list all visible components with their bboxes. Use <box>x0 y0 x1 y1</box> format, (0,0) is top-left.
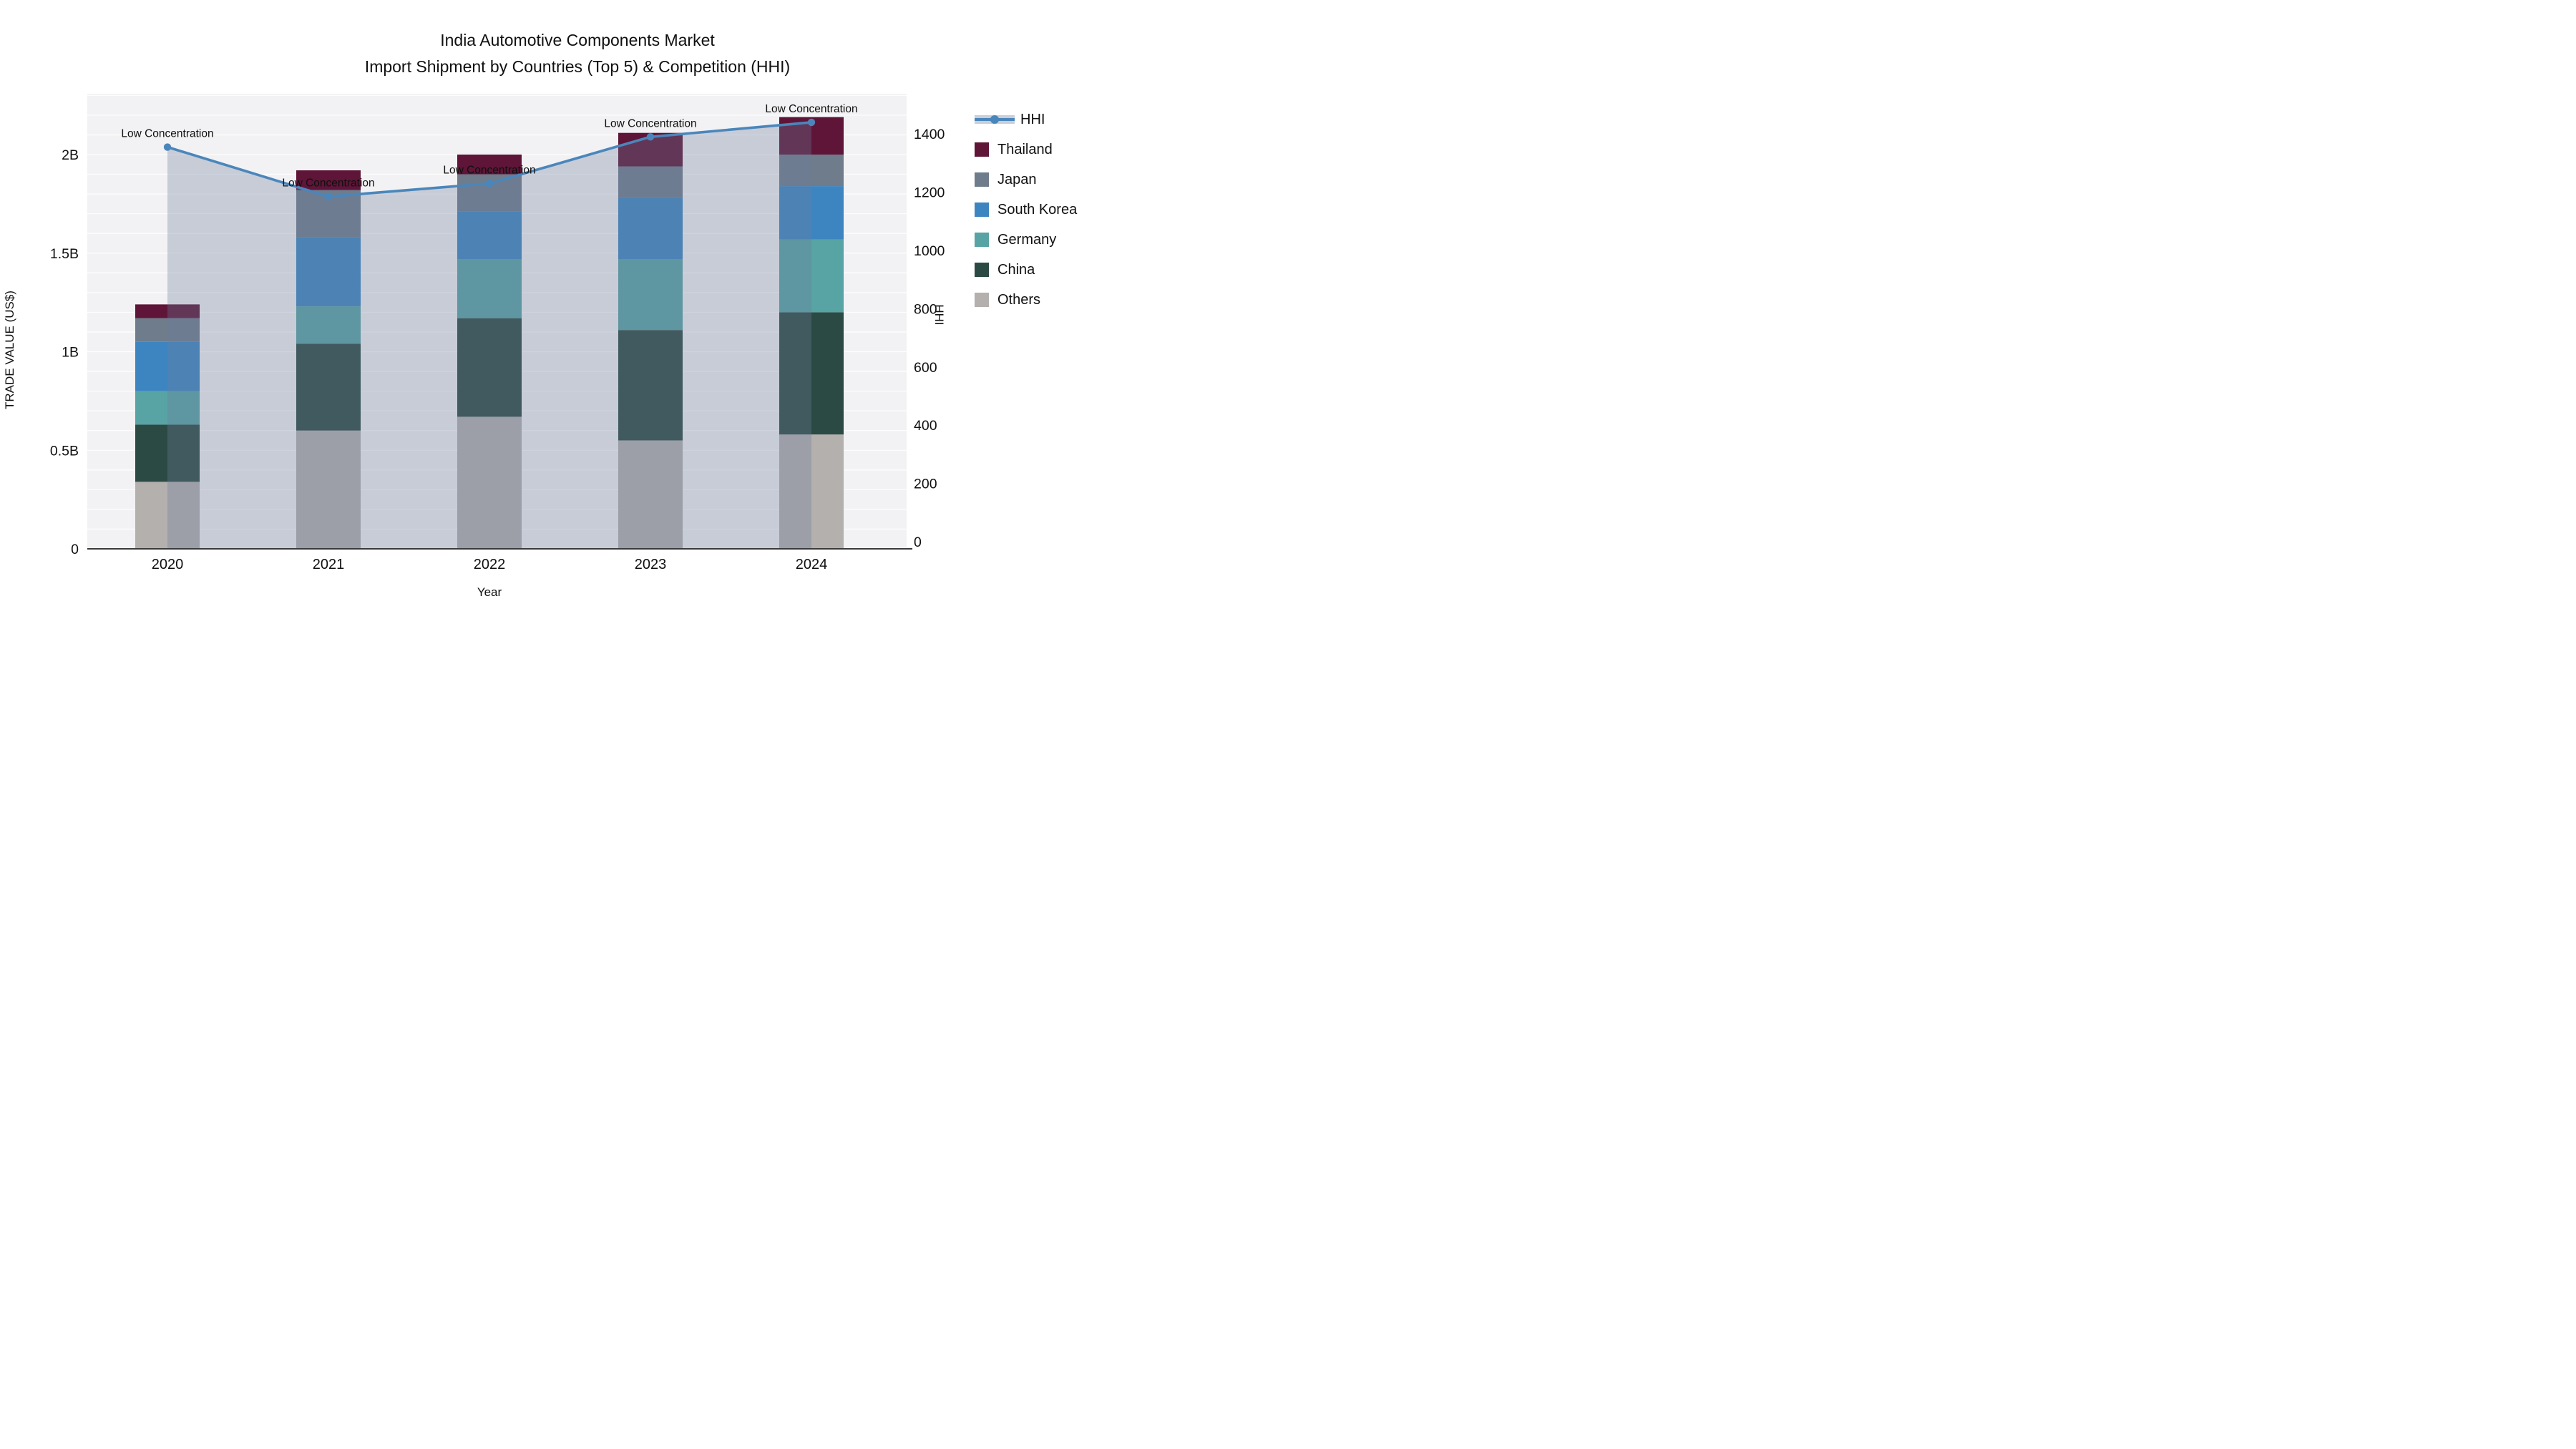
bar-segment[interactable] <box>296 343 361 431</box>
annotation-low-concentration: Low Concentration <box>443 164 535 176</box>
bar-series-south-korea[interactable] <box>135 186 844 391</box>
germany-swatch-icon <box>975 233 989 247</box>
annotation-low-concentration: Low Concentration <box>765 103 857 115</box>
bar-segment[interactable] <box>779 239 844 313</box>
legend-item-japan[interactable]: Japan <box>975 165 1077 195</box>
bar-series-china[interactable] <box>135 312 844 482</box>
right-tick-label: 400 <box>914 418 937 434</box>
thailand-swatch-icon <box>975 142 989 157</box>
point-annotations: Low Concentration Low Concentration Low Co… <box>121 103 857 190</box>
bar-segment[interactable] <box>779 312 844 435</box>
bar-segment[interactable] <box>135 304 200 318</box>
right-tick-label: 1200 <box>914 185 945 201</box>
x-axis-tick-labels: 2020 2021 2022 2023 2024 <box>152 557 828 572</box>
legend-label: South Korea <box>997 201 1078 218</box>
left-tick-label: 2B <box>62 147 79 163</box>
annotation-low-concentration: Low Concentration <box>604 117 696 130</box>
stacked-bars <box>135 117 844 549</box>
bar-segment[interactable] <box>457 318 522 417</box>
x-tick-label: 2020 <box>152 557 184 572</box>
bar-segment[interactable] <box>135 318 200 342</box>
japan-swatch-icon <box>975 172 989 187</box>
annotation-low-concentration: Low Concentration <box>282 177 374 190</box>
x-tick-label: 2021 <box>313 557 345 572</box>
bar-segment[interactable] <box>135 391 200 425</box>
china-swatch-icon <box>975 263 989 277</box>
right-axis-title: HHI <box>932 304 946 326</box>
right-tick-label: 800 <box>914 301 937 317</box>
left-tick-label: 1.5B <box>50 246 79 262</box>
legend-label: China <box>997 261 1035 278</box>
chart-figure: India Automotive Components Market Impor… <box>0 0 1145 644</box>
bar-segment[interactable] <box>135 424 200 482</box>
bar-segment[interactable] <box>296 170 361 190</box>
legend: HHI Thailand Japan South Korea Germany C… <box>975 104 1077 315</box>
chart-title-line1: India Automotive Components Market <box>440 31 715 49</box>
right-tick-label: 200 <box>914 477 937 492</box>
bar-segment[interactable] <box>457 259 522 318</box>
bar-segment[interactable] <box>296 306 361 344</box>
x-tick-label: 2023 <box>635 557 667 572</box>
legend-item-hhi[interactable]: HHI <box>975 104 1077 135</box>
bar-segment[interactable] <box>618 330 683 441</box>
bar-segment[interactable] <box>135 341 200 391</box>
left-axis-tick-labels: 0 0.5B 1B 1.5B 2B <box>50 147 79 557</box>
legend-label: Germany <box>997 231 1057 248</box>
legend-label: Japan <box>997 171 1037 187</box>
bar-series-others[interactable] <box>135 416 844 549</box>
bar-segment[interactable] <box>457 211 522 260</box>
plot-area: Low Concentration Low Concentration Low Co… <box>50 94 945 572</box>
bar-segment[interactable] <box>618 166 683 198</box>
bar-segment[interactable] <box>457 155 522 175</box>
bar-segment[interactable] <box>618 440 683 549</box>
bar-segment[interactable] <box>296 237 361 307</box>
left-tick-label: 0.5B <box>50 443 79 459</box>
hhi-markers[interactable] <box>163 118 816 200</box>
bar-segment[interactable] <box>618 259 683 331</box>
legend-label: HHI <box>1020 111 1045 127</box>
bar-segment[interactable] <box>296 430 361 549</box>
right-tick-label: 1400 <box>914 127 945 142</box>
legend-item-germany[interactable]: Germany <box>975 225 1077 255</box>
bar-segment[interactable] <box>779 186 844 240</box>
hhi-line-sample-icon <box>975 114 1015 125</box>
right-axis-tick-labels: 0 200 400 600 800 1000 1200 1400 <box>914 127 945 550</box>
others-swatch-icon <box>975 293 989 307</box>
bar-segment[interactable] <box>779 434 844 549</box>
bar-segment[interactable] <box>779 155 844 187</box>
chart-title: India Automotive Components Market Impor… <box>365 27 790 80</box>
bar-series-germany[interactable] <box>135 239 844 425</box>
hhi-marker[interactable] <box>485 180 494 187</box>
hhi-marker[interactable] <box>807 118 816 127</box>
legend-item-china[interactable]: China <box>975 255 1077 285</box>
south-korea-swatch-icon <box>975 203 989 217</box>
x-tick-label: 2024 <box>796 557 828 572</box>
x-axis-title: Year <box>477 585 502 599</box>
right-tick-label: 1000 <box>914 243 945 259</box>
hhi-area-fill <box>167 122 811 550</box>
left-axis-title: TRADE VALUE (US$) <box>3 291 16 409</box>
legend-item-south-korea[interactable]: South Korea <box>975 195 1077 225</box>
hhi-marker[interactable] <box>646 133 655 141</box>
left-tick-label: 0 <box>71 542 79 557</box>
hhi-marker[interactable] <box>163 143 172 151</box>
x-tick-label: 2022 <box>474 557 506 572</box>
legend-item-thailand[interactable]: Thailand <box>975 135 1077 165</box>
bar-segment[interactable] <box>135 482 200 549</box>
bar-segment[interactable] <box>618 197 683 260</box>
right-tick-label: 600 <box>914 360 937 376</box>
legend-label: Others <box>997 291 1041 308</box>
legend-label: Thailand <box>997 141 1053 157</box>
chart-title-line2: Import Shipment by Countries (Top 5) & C… <box>364 57 791 76</box>
right-tick-label: 0 <box>914 535 922 550</box>
hhi-marker[interactable] <box>324 192 333 200</box>
annotation-low-concentration: Low Concentration <box>121 128 213 140</box>
left-tick-label: 1B <box>62 345 79 361</box>
bar-segment[interactable] <box>457 416 522 549</box>
legend-item-others[interactable]: Others <box>975 285 1077 315</box>
